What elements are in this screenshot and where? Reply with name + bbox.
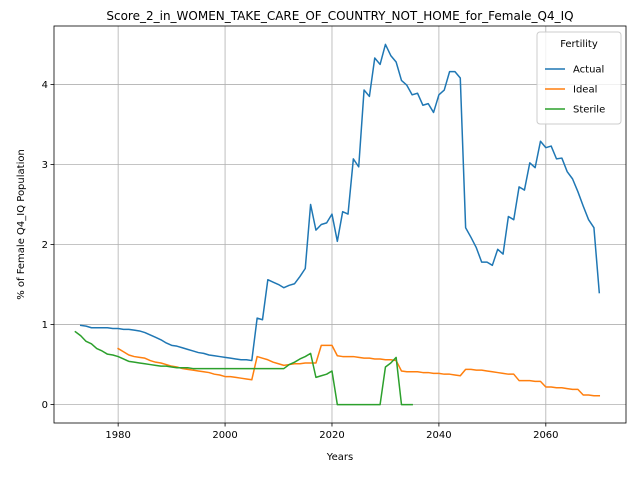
y-axis-label: % of Female Q4_IQ Population (16, 149, 27, 300)
legend-title: Fertility (560, 39, 598, 50)
x-tick-label: 1980 (105, 430, 130, 441)
legend-label-ideal: Ideal (573, 85, 597, 96)
series-line-sterile (74, 330, 413, 406)
axis-ticks: 1980 2000 2020 2040 2060 0 1 2 3 4 (42, 80, 559, 441)
chart-title: Score_2_in_WOMEN_TAKE_CARE_OF_COUNTRY_NO… (106, 9, 573, 23)
series-lines (74, 43, 601, 406)
x-axis-label: Years (326, 452, 353, 463)
legend-label-actual: Actual (573, 65, 604, 76)
plot-frame (53, 25, 627, 424)
x-tick-label: 2020 (319, 430, 344, 441)
x-tick-label: 2060 (533, 430, 558, 441)
y-tick-label: 1 (42, 320, 48, 331)
series-line-ideal (117, 344, 601, 397)
legend-items: Actual Ideal Sterile (545, 65, 605, 116)
x-tick-label: 2000 (212, 430, 237, 441)
y-tick-label: 3 (42, 160, 48, 171)
x-tick-label: 2040 (426, 430, 451, 441)
legend-box (536, 31, 622, 125)
y-tick-label: 2 (42, 240, 48, 251)
series-line-actual (79, 43, 601, 362)
y-tick-label: 0 (42, 400, 48, 411)
y-tick-label: 4 (42, 80, 48, 91)
legend: Fertility Actual Ideal Sterile (536, 31, 622, 125)
legend-label-sterile: Sterile (573, 105, 605, 116)
